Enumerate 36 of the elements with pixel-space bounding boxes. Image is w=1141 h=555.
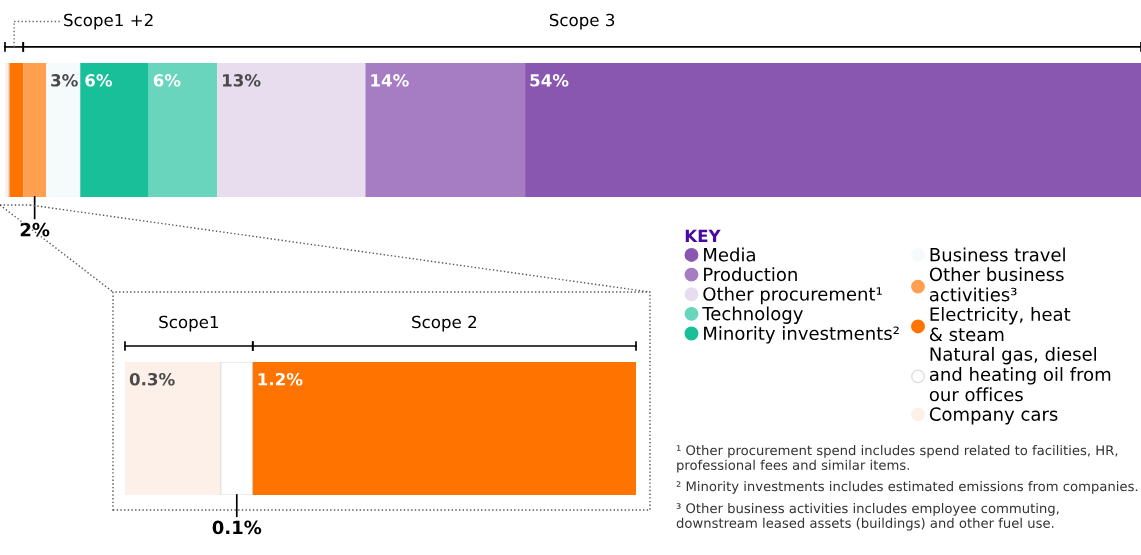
legend-label: Company cars (929, 407, 1058, 425)
text: ² Minority investments includes estimated emissions from companies. (676, 481, 1138, 494)
text: Scope1 (159, 315, 219, 332)
text: ¹ Other procurement spend includes spend related to facilities, HR, professional fees and similar items. (676, 445, 1118, 473)
text: Scope 2 (412, 315, 477, 332)
data-label: 3% (51, 74, 78, 87)
legend-title: KEY (685, 229, 721, 242)
legend-label: Other business activities³ (929, 267, 1064, 302)
bar (148, 63, 218, 197)
data-label: 6% (85, 74, 113, 87)
bar (525, 63, 1141, 197)
bar (23, 63, 47, 197)
legend-label: Natural gas, diesel and heating oil from our offices (929, 346, 1111, 402)
data-label: 54% (530, 74, 569, 87)
bar (9, 63, 24, 197)
data-label: 0.1% (212, 520, 262, 535)
legend-label: Other procurement¹ (703, 286, 882, 305)
legend-label: Minority investments² (704, 326, 899, 344)
legend-label: Production (704, 267, 797, 282)
data-label: 2% (20, 222, 50, 237)
bar (217, 63, 366, 197)
bar (365, 63, 526, 197)
data-label: 14% (371, 74, 409, 87)
data-label: 1.2% (258, 372, 303, 386)
text: Scope1 +2 (64, 13, 153, 30)
bar (80, 63, 149, 197)
text: Scope 3 (549, 13, 615, 30)
legend-label: Media (704, 247, 755, 262)
legend-label: Technology (702, 306, 803, 324)
legend-label: Business travel (930, 247, 1065, 262)
bar (46, 63, 81, 197)
data-label: 13% (223, 74, 261, 87)
legend-label: Electricity, heat & steam (929, 307, 1071, 342)
text: ³ Other business activities includes employee commuting, downstream leased assets (buildings) and other fuel use. (676, 503, 1059, 531)
data-label: 0.3% (129, 372, 175, 386)
data-label: 6% (153, 74, 181, 87)
